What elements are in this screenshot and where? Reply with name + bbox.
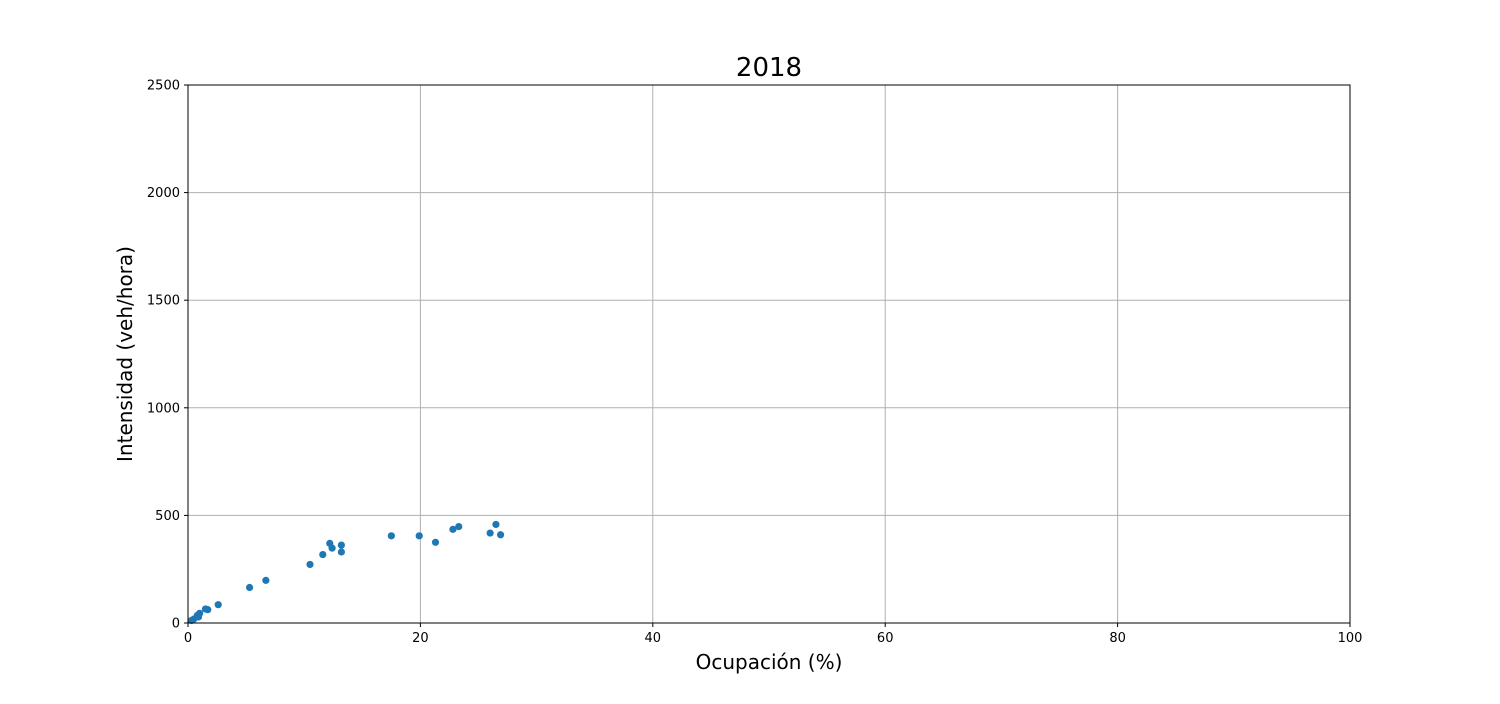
data-point: [449, 525, 457, 533]
y-tick-label: 1000: [147, 401, 180, 416]
data-point: [496, 531, 505, 539]
grid-layer: [187, 84, 1351, 624]
y-tick-label: 500: [155, 509, 180, 524]
data-point: [328, 544, 336, 552]
x-tick-label: 80: [1109, 631, 1126, 646]
plot-frame: [187, 84, 1351, 624]
data-point: [431, 538, 440, 546]
y-tick-label: 0: [172, 617, 180, 632]
x-tick-label: 40: [645, 631, 662, 646]
x-tick-label: 20: [412, 631, 429, 646]
data-point: [492, 520, 500, 529]
data-point: [204, 606, 212, 614]
points-layer: [187, 520, 505, 625]
x-tick-label: 60: [877, 631, 894, 646]
y-tick-label: 2500: [147, 79, 180, 94]
data-point: [306, 560, 314, 569]
x-tick-label: 0: [184, 631, 192, 646]
data-point: [337, 541, 345, 549]
y-axis-label: Intensidad (veh/hora): [113, 246, 137, 462]
data-point: [387, 532, 395, 540]
data-point: [415, 532, 423, 540]
data-point: [486, 529, 494, 537]
data-point: [196, 609, 204, 617]
y-tick-label: 2000: [147, 186, 180, 201]
x-axis-label: Ocupación (%): [696, 650, 843, 674]
data-point: [214, 601, 222, 609]
data-point: [245, 583, 254, 592]
data-point: [337, 548, 345, 556]
data-point: [455, 522, 463, 531]
data-point: [262, 576, 270, 584]
chart-title: 2018: [736, 53, 802, 83]
y-tick-label: 1500: [147, 294, 180, 309]
x-tick-label: 100: [1338, 631, 1363, 646]
data-point: [319, 550, 327, 559]
